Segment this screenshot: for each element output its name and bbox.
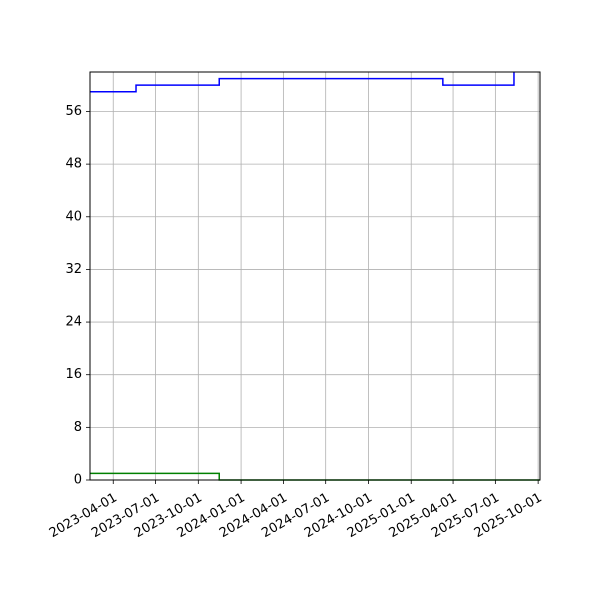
y-tick-label: 32 xyxy=(65,262,82,277)
y-tick-label: 40 xyxy=(65,209,82,224)
y-tick-label: 24 xyxy=(65,315,82,330)
y-tick-label: 0 xyxy=(74,473,82,488)
series-line-0 xyxy=(90,72,515,93)
y-tick-label: 56 xyxy=(65,104,82,119)
y-tick-label: 8 xyxy=(74,420,82,435)
y-tick-label: 48 xyxy=(65,157,82,172)
grid-layer xyxy=(90,72,540,481)
plot-frame xyxy=(89,71,541,481)
y-tick-label: 16 xyxy=(65,367,82,382)
